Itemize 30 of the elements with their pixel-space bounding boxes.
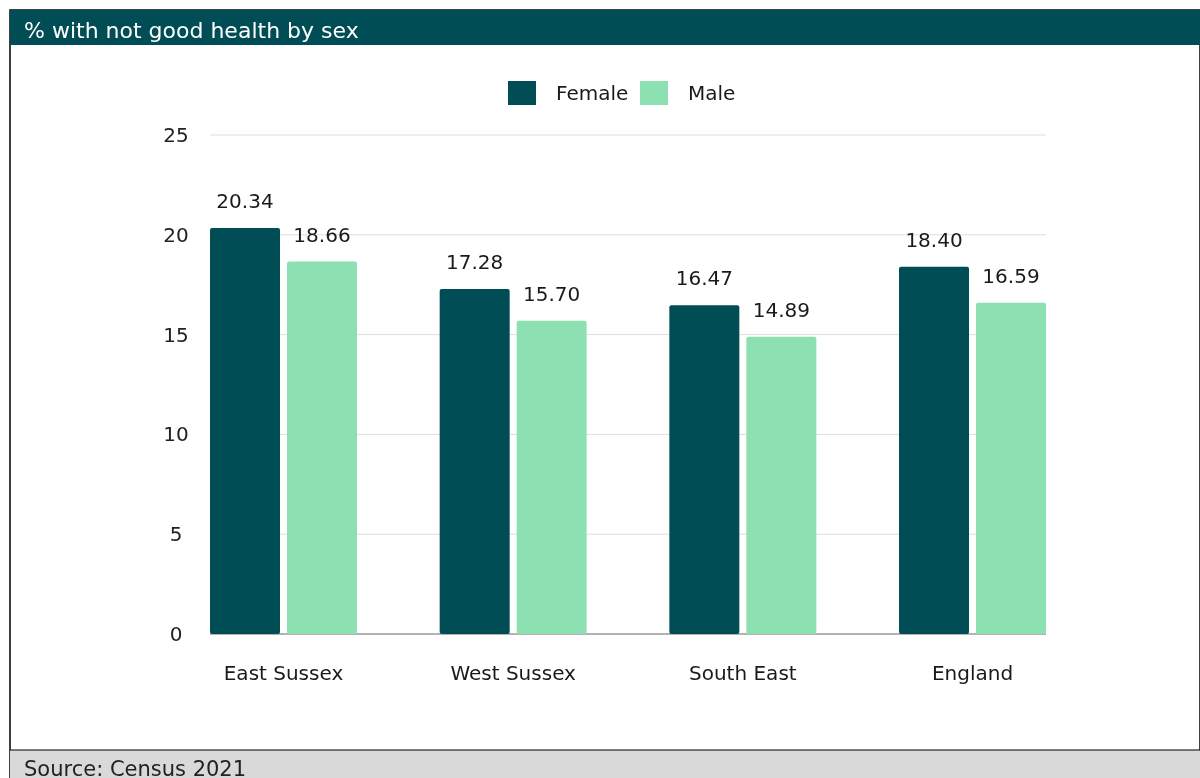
chart-title: % with not good health by sex bbox=[24, 18, 359, 43]
y-tick-label: 20 bbox=[163, 222, 189, 247]
y-tick-label: 5 bbox=[169, 522, 183, 547]
bar bbox=[899, 266, 970, 634]
y-tick-label: 0 bbox=[169, 622, 183, 646]
text: 17.28 bbox=[446, 250, 504, 275]
legend-label: Female bbox=[556, 81, 629, 105]
bar bbox=[516, 320, 587, 634]
bar bbox=[976, 302, 1046, 634]
x-tick-label: England bbox=[931, 661, 1014, 685]
source-note: Source: Census 2021 bbox=[24, 757, 247, 778]
bar bbox=[210, 228, 280, 634]
y-tick-label: 10 bbox=[163, 422, 189, 447]
bar bbox=[669, 305, 740, 634]
text: 16.47 bbox=[675, 266, 733, 291]
text: 15.70 bbox=[523, 281, 581, 306]
text: 18.66 bbox=[293, 222, 351, 247]
text: 20.34 bbox=[216, 189, 274, 214]
x-tick-label: West Sussex bbox=[450, 661, 577, 685]
x-tick-label: East Sussex bbox=[223, 661, 344, 685]
text: 14.89 bbox=[752, 297, 810, 322]
y-tick-label: 25 bbox=[163, 123, 189, 147]
y-tick-label: 15 bbox=[163, 322, 189, 347]
text: 18.40 bbox=[905, 227, 963, 252]
bar bbox=[439, 289, 510, 634]
x-tick-label: South East bbox=[689, 661, 797, 685]
legend-label: Male bbox=[688, 81, 736, 105]
text: 16.59 bbox=[982, 263, 1040, 288]
bar bbox=[746, 336, 817, 634]
bar bbox=[287, 261, 357, 634]
